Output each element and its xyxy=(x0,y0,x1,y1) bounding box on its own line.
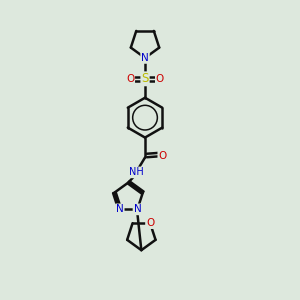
Text: O: O xyxy=(158,152,166,161)
Text: O: O xyxy=(126,74,134,84)
Text: S: S xyxy=(141,72,149,85)
Text: N: N xyxy=(116,204,124,214)
Text: O: O xyxy=(146,218,154,228)
Text: N: N xyxy=(141,53,149,63)
Text: NH: NH xyxy=(129,167,143,177)
Text: N: N xyxy=(134,204,141,214)
Text: O: O xyxy=(156,74,164,84)
